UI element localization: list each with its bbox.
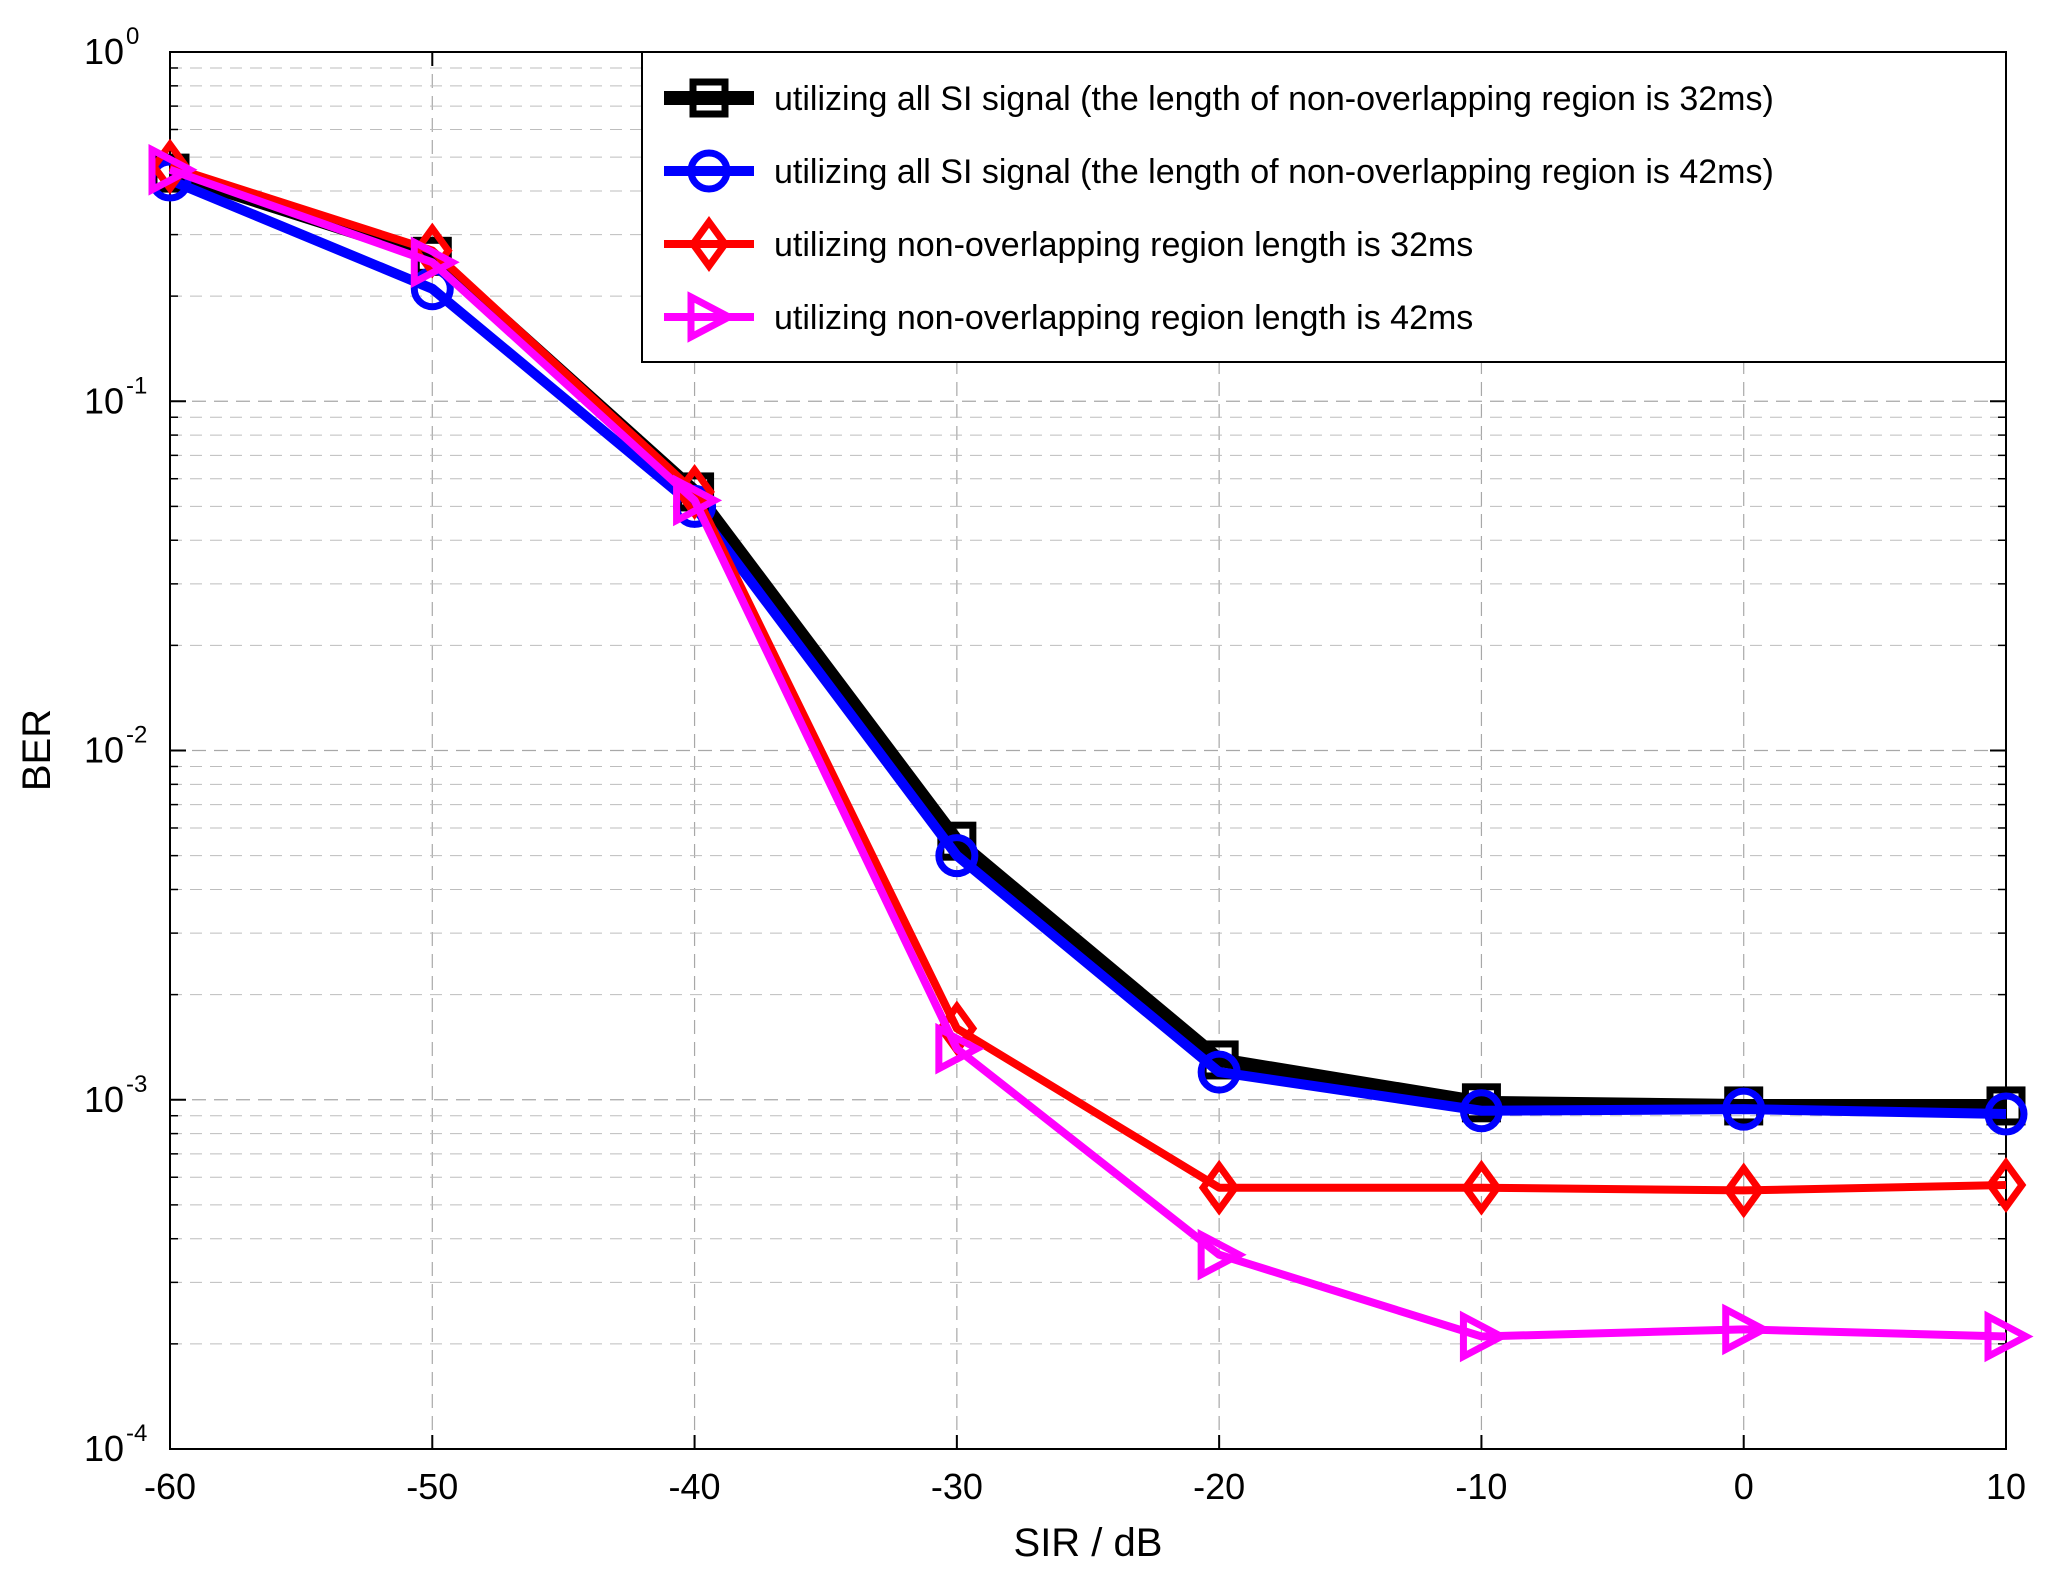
y-tick-label-base: 10 xyxy=(84,1428,124,1469)
x-axis-title: SIR / dB xyxy=(1014,1521,1163,1565)
series-line xyxy=(168,162,2007,1195)
x-tick-labels: -60 -50 -40 -30 -20 -10 0 10 xyxy=(144,1466,2026,1507)
legend-marker xyxy=(689,78,729,118)
series-4 xyxy=(148,143,2034,1363)
legend-marker xyxy=(688,216,730,272)
y-tick-label-base: 10 xyxy=(84,1079,124,1120)
data-point xyxy=(148,143,198,196)
y-tick-label-exponent: 0 xyxy=(126,23,139,50)
data-point xyxy=(1722,1087,1766,1131)
x-tick-label: -20 xyxy=(1193,1466,1245,1507)
y-tick-label-exponent: -4 xyxy=(126,1420,147,1447)
legend-label: utilizing all SI signal (the length of n… xyxy=(774,80,1774,118)
legend-item: utilizing all SI signal (the length of n… xyxy=(664,78,1774,118)
data-point xyxy=(1984,1310,2034,1363)
x-tick-label: -30 xyxy=(931,1466,983,1507)
data-point xyxy=(1722,1303,1772,1356)
y-tick-label-exponent: -1 xyxy=(126,372,147,399)
data-point xyxy=(1459,1089,1503,1133)
x-tick-label: -10 xyxy=(1455,1466,1507,1507)
data-point xyxy=(410,236,460,289)
legend-item: utilizing non-overlapping region length … xyxy=(664,216,1473,272)
data-point xyxy=(1984,1092,2028,1136)
legend-marker xyxy=(687,291,737,343)
x-tick-label: 0 xyxy=(1734,1466,1754,1507)
data-point xyxy=(1461,1159,1502,1216)
legend-box xyxy=(641,51,2007,363)
series-line xyxy=(168,175,2007,1120)
y-tick-label-base: 10 xyxy=(84,730,124,771)
data-point xyxy=(1197,1228,1247,1281)
legend-marker xyxy=(687,149,731,193)
legend-label: utilizing non-overlapping region length … xyxy=(774,299,1473,337)
data-series xyxy=(148,138,2034,1363)
legend-item: utilizing non-overlapping region length … xyxy=(664,291,1473,343)
y-tick-label-exponent: -2 xyxy=(126,722,147,749)
data-point xyxy=(1198,1159,1240,1216)
data-point xyxy=(1723,1162,1765,1219)
y-axis-title: BER xyxy=(15,709,59,791)
y-tick-label-base: 10 xyxy=(84,380,124,421)
y-tick-label-base: 10 xyxy=(84,31,124,72)
data-point xyxy=(935,834,979,878)
legend-label: utilizing non-overlapping region length … xyxy=(774,226,1473,264)
legend-label: utilizing all SI signal (the length of n… xyxy=(774,153,1774,191)
data-point xyxy=(1197,1050,1241,1094)
x-tick-label: -40 xyxy=(669,1466,721,1507)
series-line xyxy=(168,166,2007,1341)
x-tick-label: -50 xyxy=(406,1466,458,1507)
legend-item: utilizing all SI signal (the length of n… xyxy=(664,149,1774,193)
y-tick-label-exponent: -3 xyxy=(126,1071,147,1098)
x-tick-label: -60 xyxy=(144,1466,196,1507)
data-point xyxy=(1459,1310,1509,1363)
data-point xyxy=(673,474,723,527)
data-point xyxy=(1985,1157,2027,1213)
legend: utilizing all SI signal (the length of n… xyxy=(641,51,2007,363)
data-point xyxy=(149,138,191,195)
x-tick-label: 10 xyxy=(1986,1466,2026,1507)
data-point xyxy=(935,1022,985,1075)
